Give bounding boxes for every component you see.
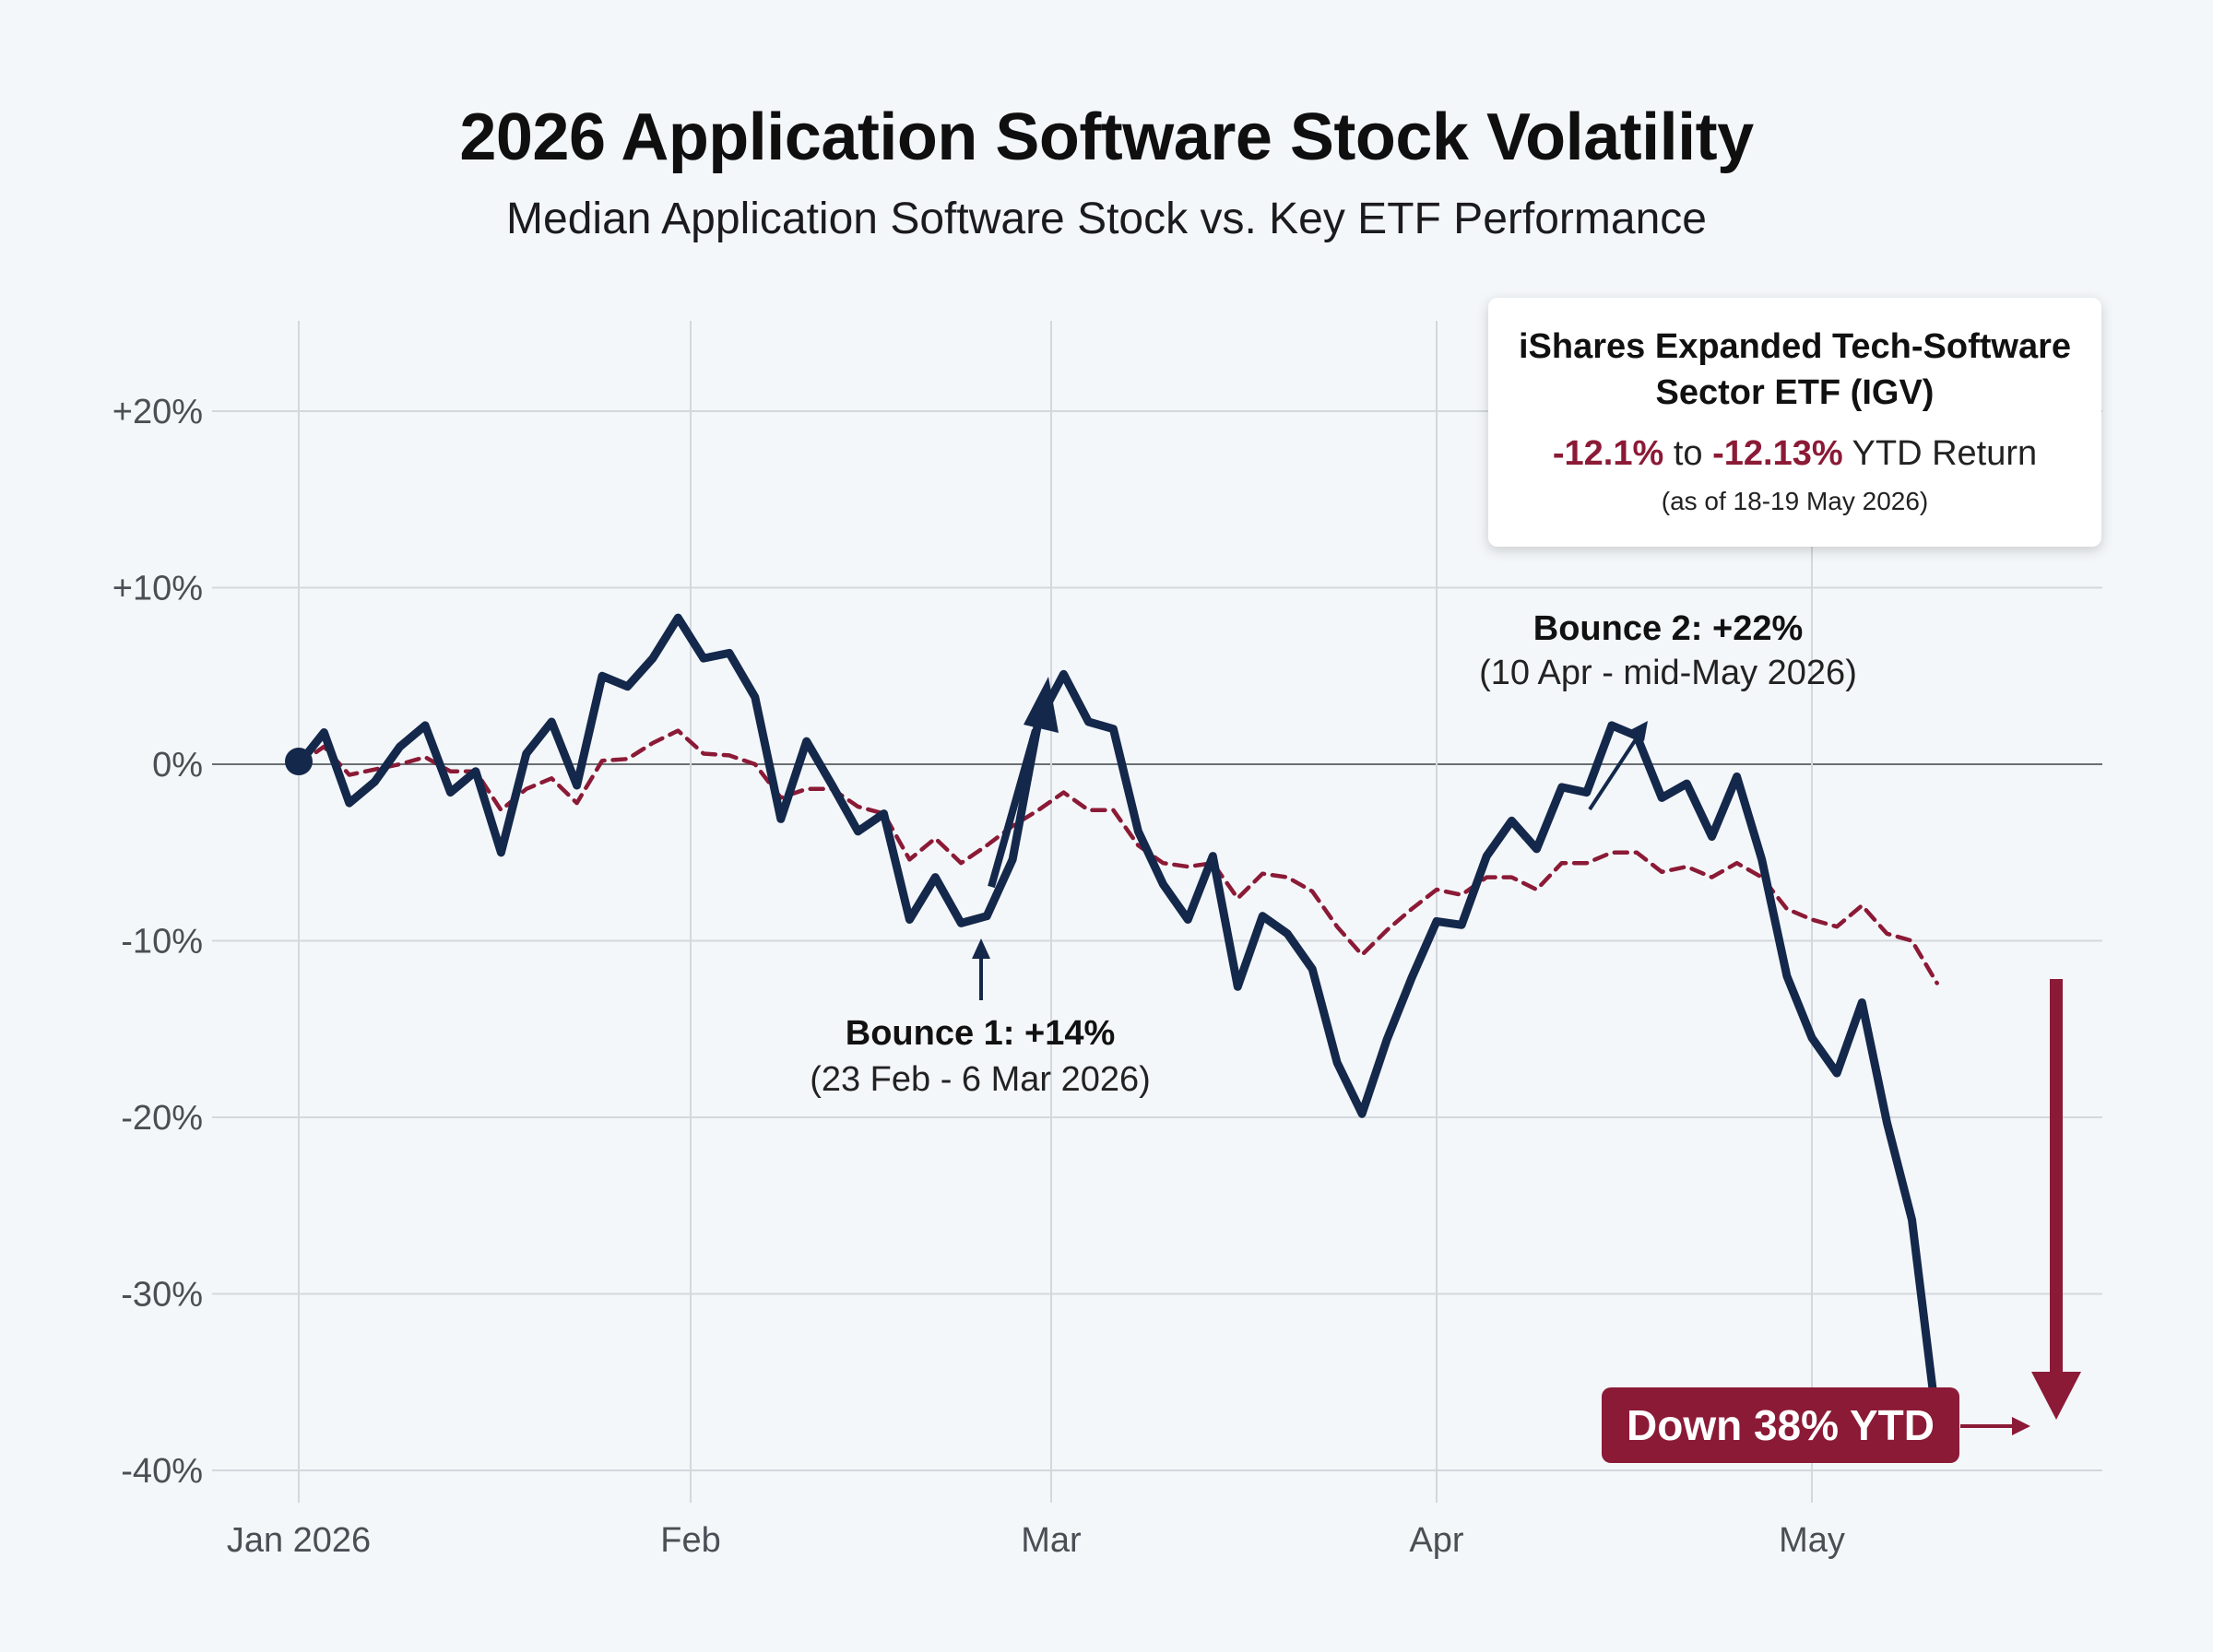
x-tick-label: Feb (660, 1521, 720, 1560)
y-tick-label: +10% (112, 570, 203, 608)
x-tick-label: Mar (1021, 1521, 1082, 1560)
etf-return-low: -12.1% (1552, 434, 1664, 473)
etf-name: iShares Expanded Tech-Software Sector ET… (1518, 327, 2072, 412)
bounce1-up-arrow (988, 728, 1039, 889)
bounce1-pointer-head (972, 938, 990, 959)
bounce2-dates: (10 Apr - mid-May 2026) (1479, 654, 1857, 692)
y-tick-label: -30% (121, 1276, 203, 1315)
start-point-marker (285, 748, 313, 775)
down-arrowhead (2031, 1372, 2081, 1420)
bounce1-arrowhead (1024, 677, 1059, 733)
bounce1-title: Bounce 1: +14% (846, 1014, 1116, 1053)
x-axis-ticks: Jan 2026 Feb Mar Apr May (227, 1521, 1845, 1560)
bounce2-arrow (1588, 732, 1641, 811)
bounce2-arrowhead (1628, 721, 1648, 741)
y-tick-label: +20% (112, 393, 203, 431)
series-lines (294, 613, 1942, 1429)
etf-return-high: -12.13% (1712, 434, 1843, 473)
x-tick-label: Apr (1409, 1521, 1463, 1560)
etf-return: -12.1% to -12.13% YTD Return (1488, 434, 2101, 474)
bounce1-dates: (23 Feb - 6 Mar 2026) (810, 1060, 1151, 1099)
y-tick-label: -40% (121, 1452, 203, 1491)
y-axis-ticks: +20% +10% 0% -10% -20% -30% -40% (112, 393, 203, 1491)
etf-series-line (296, 728, 1939, 985)
y-tick-label: 0% (152, 746, 203, 785)
chart-title: 2026 Application Software Stock Volatili… (459, 100, 1754, 174)
y-tick-label: -20% (121, 1099, 203, 1138)
grid-lines (212, 321, 2102, 1503)
chart-subtitle: Median Application Software Stock vs. Ke… (506, 195, 1707, 243)
median-stock-series-line (294, 613, 1942, 1429)
y-tick-label: -10% (121, 923, 203, 962)
etf-return-suffix: YTD Return (1852, 434, 2038, 473)
badge-pointer-head (2012, 1417, 2030, 1435)
x-tick-label: Jan 2026 (227, 1521, 371, 1560)
etf-info-box: iShares Expanded Tech-Software Sector ET… (1488, 298, 2101, 547)
etf-return-to: to (1673, 434, 1703, 473)
x-tick-label: May (1779, 1521, 1845, 1560)
bounce2-title: Bounce 2: +22% (1533, 609, 1804, 648)
etf-date-note: (as of 18-19 May 2026) (1661, 487, 1929, 515)
down-badge: Down 38% YTD (1602, 1387, 1959, 1463)
